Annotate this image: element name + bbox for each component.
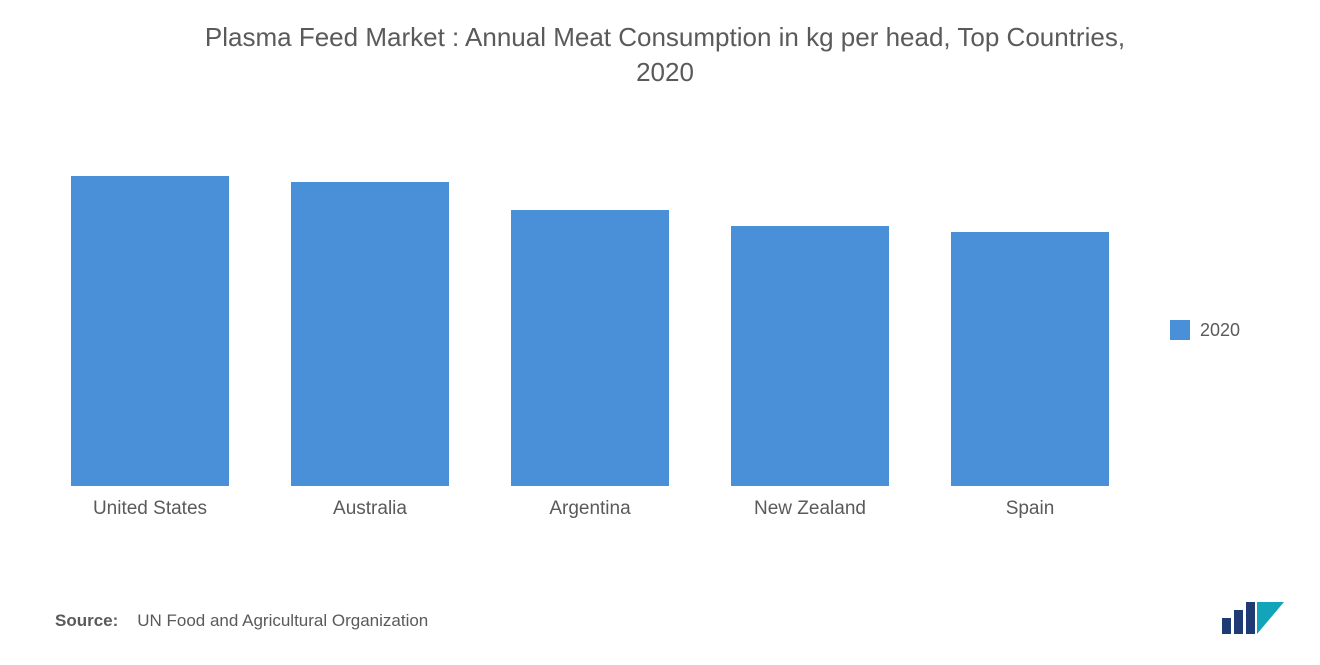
mordor-logo-icon	[1220, 600, 1286, 636]
category-label: United States	[40, 498, 260, 520]
bar-column	[260, 140, 480, 486]
bar-column	[700, 140, 920, 486]
bar	[291, 182, 449, 486]
legend-swatch-2020	[1170, 320, 1190, 340]
bars-area	[40, 140, 1140, 486]
source-text: UN Food and Agricultural Organization	[137, 611, 428, 630]
bar	[951, 232, 1109, 486]
chart-title: Plasma Feed Market : Annual Meat Consump…	[140, 20, 1190, 90]
bar	[511, 210, 669, 486]
category-label: Spain	[920, 498, 1140, 520]
category-label: New Zealand	[700, 498, 920, 520]
category-label: Argentina	[480, 498, 700, 520]
plot-area: United StatesAustraliaArgentinaNew Zeala…	[40, 140, 1140, 520]
chart-title-line1: Plasma Feed Market : Annual Meat Consump…	[205, 22, 1125, 52]
bar	[71, 176, 229, 486]
source-prefix: Source:	[55, 611, 118, 630]
bar	[731, 226, 889, 486]
chart-container: Plasma Feed Market : Annual Meat Consump…	[0, 0, 1320, 665]
bar-column	[480, 140, 700, 486]
brand-logo	[1220, 600, 1286, 641]
legend-label-2020: 2020	[1200, 320, 1240, 341]
plot-row: United StatesAustraliaArgentinaNew Zeala…	[40, 140, 1290, 520]
source-attribution: Source: UN Food and Agricultural Organiz…	[55, 611, 428, 631]
legend: 2020	[1140, 140, 1290, 520]
bar-column	[40, 140, 260, 486]
chart-title-line2: 2020	[636, 57, 694, 87]
category-axis: United StatesAustraliaArgentinaNew Zeala…	[40, 498, 1140, 520]
category-label: Australia	[260, 498, 480, 520]
bar-column	[920, 140, 1140, 486]
